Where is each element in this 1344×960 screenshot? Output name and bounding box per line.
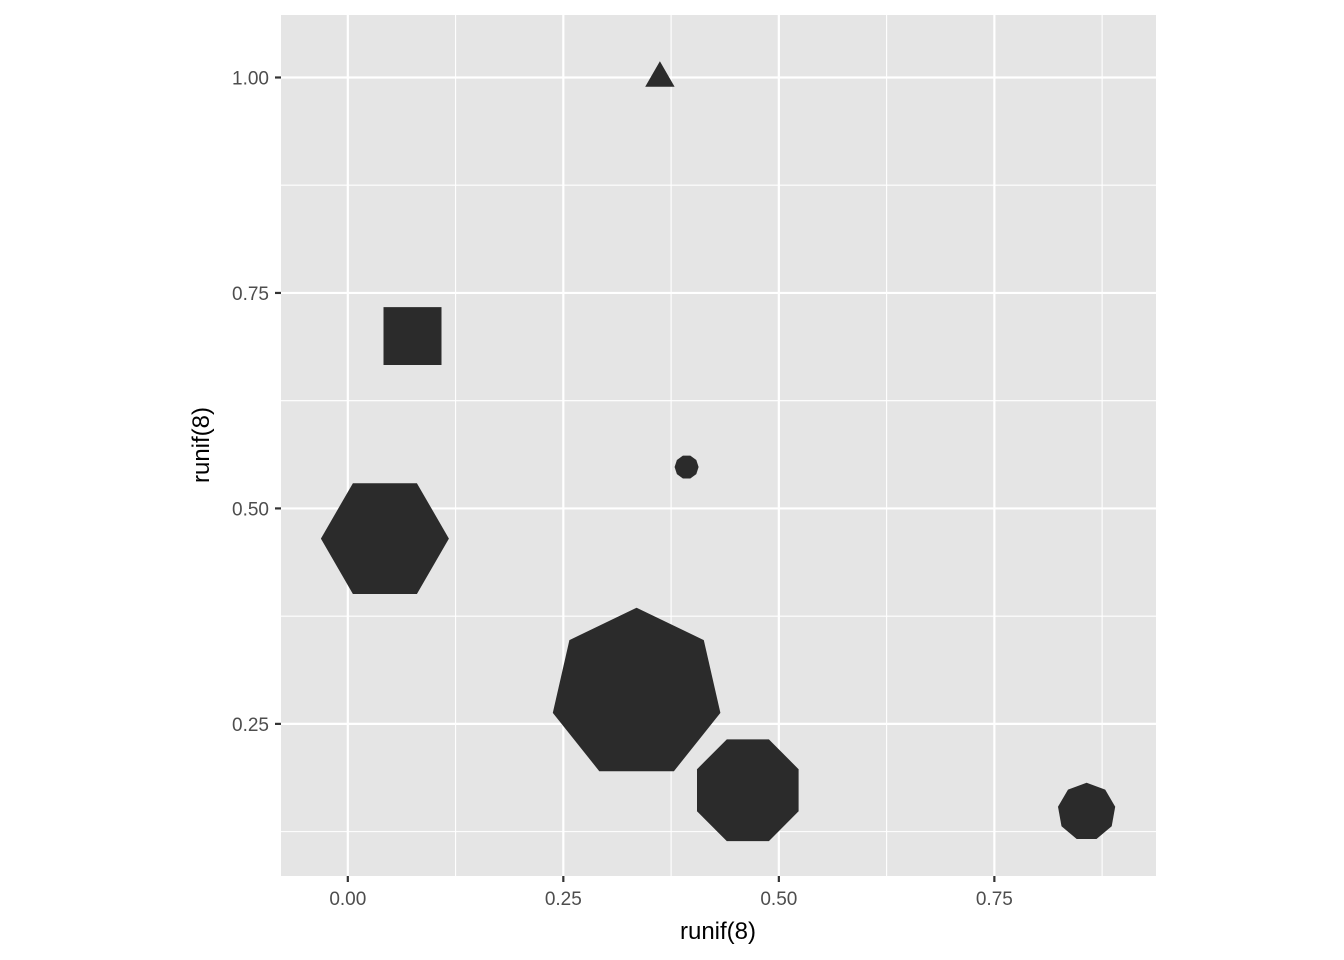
x-tick-label: 0.00 <box>329 889 366 910</box>
x-tick-label: 0.25 <box>545 889 582 910</box>
point-nonagon <box>1058 782 1116 839</box>
x-tick-label: 0.50 <box>760 889 797 910</box>
y-tick-label: 0.25 <box>232 715 269 736</box>
y-tick-label: 0.75 <box>232 284 269 305</box>
y-tick-label: 1.00 <box>232 68 269 89</box>
y-axis: 0.25 0.50 0.75 1.00 <box>232 68 281 736</box>
point-decagon <box>674 455 699 479</box>
y-axis-title: runif(8) <box>188 407 215 483</box>
point-octagon <box>697 739 799 842</box>
point-square <box>383 307 442 365</box>
x-axis-title: runif(8) <box>680 918 756 945</box>
y-tick-label: 0.50 <box>232 499 269 520</box>
data-points <box>320 61 1116 842</box>
x-tick-label: 0.75 <box>976 889 1013 910</box>
point-heptagon <box>552 607 721 772</box>
x-axis: 0.00 0.25 0.50 0.75 <box>329 876 1013 910</box>
point-hexagon <box>320 483 449 594</box>
point-triangle <box>645 61 675 87</box>
plot-panel <box>281 15 1156 876</box>
